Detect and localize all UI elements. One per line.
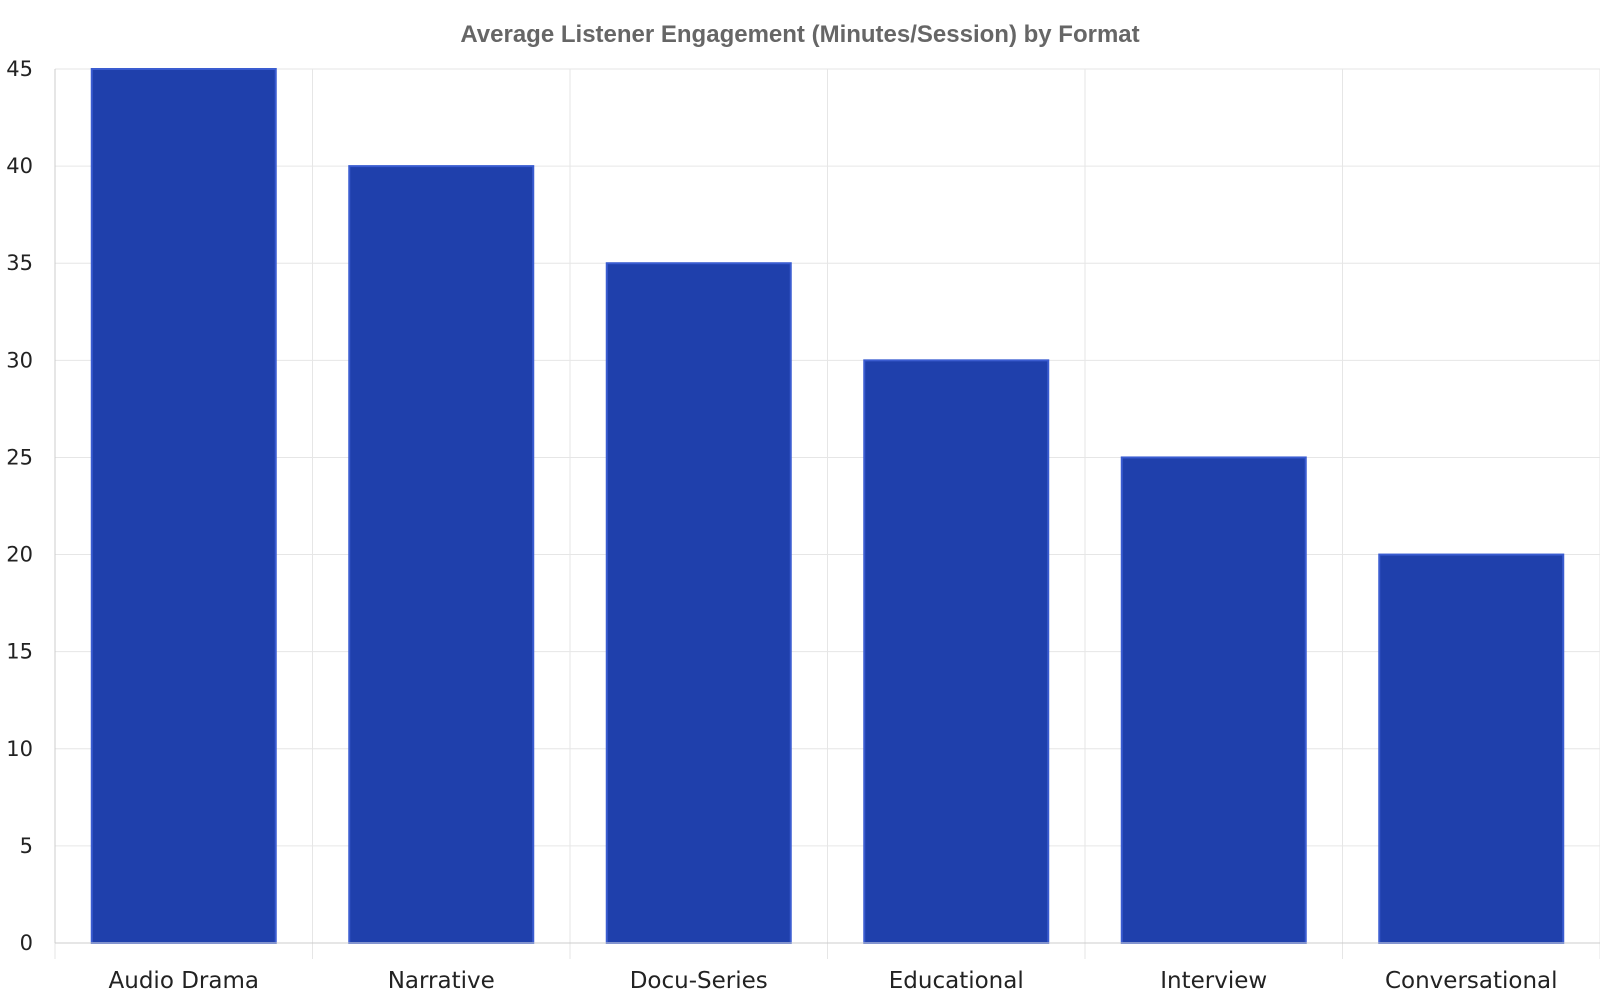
y-tick-label: 15	[6, 640, 33, 664]
bars	[90, 68, 1565, 945]
y-axis-ticks: 0 5 10 15 20 25 30 35 40 45	[6, 57, 33, 955]
x-tick-label: Audio Drama	[109, 968, 259, 994]
bar-narrative[interactable]	[348, 165, 535, 945]
bar-interview[interactable]	[1120, 456, 1307, 944]
y-tick-label: 20	[6, 543, 33, 567]
y-tick-label: 10	[6, 737, 33, 761]
y-tick-label: 35	[6, 251, 33, 275]
bar-educational[interactable]	[863, 359, 1050, 945]
y-tick-label: 5	[20, 834, 33, 858]
y-tick-label: 0	[20, 931, 33, 955]
x-tick-label: Interview	[1160, 968, 1267, 994]
bar-docu-series[interactable]	[605, 262, 792, 944]
gridlines	[54, 68, 1600, 959]
bar-audio-drama[interactable]	[90, 68, 277, 944]
y-tick-label: 25	[6, 445, 33, 469]
axes	[54, 69, 1600, 944]
x-axis-labels: Audio Drama Narrative Docu-Series Education…	[109, 968, 1558, 994]
x-tick-label: Narrative	[388, 968, 495, 994]
x-tick-label: Docu-Series	[630, 968, 768, 994]
x-tick-label: Conversational	[1385, 968, 1558, 994]
y-tick-label: 45	[6, 57, 33, 81]
y-tick-label: 40	[6, 154, 33, 178]
x-tick-label: Educational	[889, 968, 1024, 994]
bar-conversational[interactable]	[1378, 553, 1565, 944]
y-tick-label: 30	[6, 348, 33, 372]
chart-title: Average Listener Engagement (Minutes/Ses…	[460, 21, 1139, 48]
